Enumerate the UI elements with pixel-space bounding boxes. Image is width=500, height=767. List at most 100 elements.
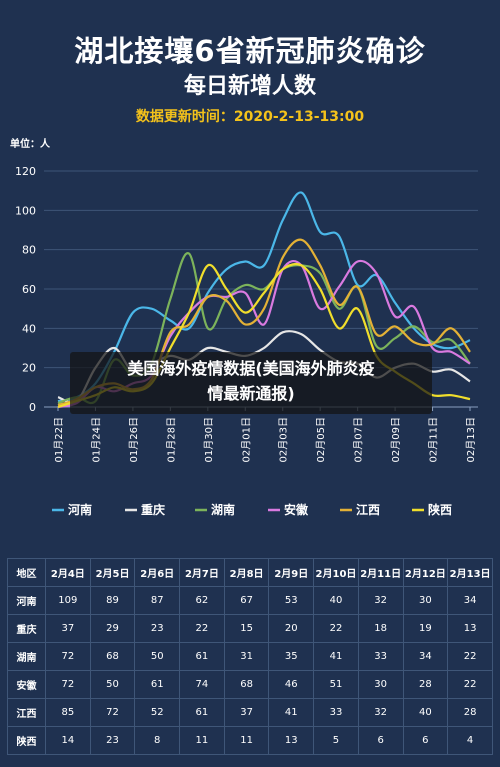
table-header-date: 2月4日	[45, 558, 91, 587]
table-row: 湖南 72 68 50 61 31 35 41 33 34 22	[7, 642, 493, 671]
table-cell-value: 40	[313, 586, 359, 615]
page-subtitle: 每日新增人数	[183, 74, 316, 99]
table-header-date: 2月13日	[447, 558, 493, 587]
table-cell-value: 22	[447, 670, 493, 699]
table-header-date: 2月6日	[134, 558, 181, 587]
table-cell-value: 68	[223, 670, 270, 699]
table-cell-value: 22	[179, 614, 225, 643]
x-tick-label: 01月22日	[53, 417, 65, 462]
x-tick-label: 02月07日	[353, 417, 365, 462]
table-cell-value: 61	[179, 642, 225, 671]
table-cell-value: 6	[402, 726, 449, 755]
table-cell-value: 72	[45, 670, 91, 699]
table-header-date: 2月11日	[357, 558, 404, 587]
table-cell-value: 67	[223, 586, 270, 615]
table-cell-region: 陕西	[7, 726, 46, 755]
table-cell-region: 重庆	[7, 614, 46, 643]
data-table: 地区 2月4日 2月5日 2月6日 2月7日 2月8日 2月9日 2月10日 2月11日 2月12…	[7, 558, 493, 755]
table-header-date: 2月10日	[313, 558, 359, 587]
table-cell-value: 87	[134, 586, 181, 615]
x-tick-label: 01月26日	[128, 417, 140, 462]
legend-label-湖南: 湖南	[211, 502, 235, 517]
table-cell-value: 61	[134, 670, 181, 699]
table-cell-value: 18	[357, 614, 404, 643]
table-header-date: 2月8日	[223, 558, 270, 587]
overlay-line-2: 情最新通报)	[207, 384, 295, 403]
table-cell-value: 8	[134, 726, 181, 755]
update-time: 数据更新时间：2020-2-13-13:00	[135, 109, 365, 125]
x-tick-label: 01月28日	[165, 417, 177, 462]
table-cell-value: 6	[357, 726, 404, 755]
table-cell-value: 109	[45, 586, 91, 615]
table-cell-value: 89	[89, 586, 136, 615]
table-cell-value: 46	[268, 670, 315, 699]
table-cell-value: 20	[268, 614, 315, 643]
table-cell-value: 11	[223, 726, 270, 755]
y-tick-label: 0	[29, 401, 36, 414]
table-cell-value: 22	[313, 614, 359, 643]
table-cell-value: 72	[89, 698, 136, 727]
table-cell-value: 4	[447, 726, 493, 755]
overlay-text[interactable]: 美国海外疫情数据(美国海外肺炎疫 情最新通报)	[70, 356, 432, 406]
table-cell-value: 5	[313, 726, 359, 755]
table-cell-region: 江西	[7, 698, 46, 727]
table-cell-value: 62	[179, 586, 225, 615]
table-header-date: 2月7日	[179, 558, 225, 587]
table-cell-value: 31	[223, 642, 270, 671]
x-tick-label: 02月11日	[428, 417, 440, 462]
table-cell-value: 33	[357, 642, 404, 671]
table-cell-value: 14	[45, 726, 91, 755]
table-cell-value: 72	[45, 642, 91, 671]
table-cell-value: 68	[89, 642, 136, 671]
table-cell-value: 29	[89, 614, 136, 643]
table-cell-value: 41	[313, 642, 359, 671]
table-cell-value: 11	[179, 726, 225, 755]
page-title: 湖北接壤6省新冠肺炎确诊	[74, 34, 426, 68]
table-cell-value: 22	[447, 642, 493, 671]
y-tick-label: 120	[15, 165, 36, 178]
legend-label-江西: 江西	[356, 502, 380, 517]
table-cell-value: 50	[89, 670, 136, 699]
x-tick-label: 01月30日	[203, 417, 215, 462]
overlay-line-1: 美国海外疫情数据(美国海外肺炎疫	[127, 359, 375, 378]
table-header-date: 2月12日	[402, 558, 449, 587]
table-row: 江西 85 72 52 61 37 41 33 32 40 28	[7, 698, 493, 727]
table-cell-value: 33	[313, 698, 359, 727]
x-tick-label: 02月13日	[465, 417, 477, 462]
table-cell-value: 61	[179, 698, 225, 727]
table-cell-value: 35	[268, 642, 315, 671]
table-cell-region: 安徽	[7, 670, 46, 699]
table-cell-value: 32	[357, 586, 404, 615]
table-cell-region: 河南	[7, 586, 46, 615]
table-cell-value: 34	[402, 642, 449, 671]
table-cell-value: 53	[268, 586, 315, 615]
table-cell-value: 85	[45, 698, 91, 727]
table-cell-value: 50	[134, 642, 181, 671]
x-tick-label: 02月03日	[278, 417, 290, 462]
series-line-河南	[57, 191, 471, 403]
table-cell-region: 湖南	[7, 642, 46, 671]
unit-label: 单位：人	[10, 137, 51, 150]
overlay-banner[interactable]	[70, 352, 432, 414]
table-cell-value: 23	[89, 726, 136, 755]
legend-label-河南: 河南	[67, 502, 92, 517]
table-cell-value: 28	[447, 698, 493, 727]
legend-label-陕西: 陕西	[428, 502, 452, 517]
table-header-region: 地区	[7, 558, 46, 587]
table-header-row: 地区 2月4日 2月5日 2月6日 2月7日 2月8日 2月9日 2月10日 2月11日 2月12…	[7, 558, 493, 587]
table-header-date: 2月9日	[268, 558, 315, 587]
table-cell-value: 37	[45, 614, 91, 643]
table-row: 陕西 14 23 8 11 11 13 5 6 6 4	[7, 726, 493, 755]
table-cell-value: 51	[313, 670, 359, 699]
table-cell-value: 30	[357, 670, 404, 699]
x-tick-label: 02月05日	[315, 417, 327, 462]
table-cell-value: 28	[402, 670, 449, 699]
table-cell-value: 37	[223, 698, 270, 727]
legend-label-安徽: 安徽	[284, 502, 309, 517]
y-tick-label: 20	[22, 362, 36, 375]
table-row: 重庆 37 29 23 22 15 20 22 18 19 13	[7, 614, 493, 643]
table-row: 安徽 72 50 61 74 68 46 51 30 28 22	[7, 670, 493, 699]
table-cell-value: 52	[134, 698, 181, 727]
y-tick-label: 80	[22, 244, 36, 257]
table-body: 河南 109 89 87 62 67 53 40 32 30 34 重庆 37 29 23 22 15 20 22 1…	[7, 586, 493, 755]
